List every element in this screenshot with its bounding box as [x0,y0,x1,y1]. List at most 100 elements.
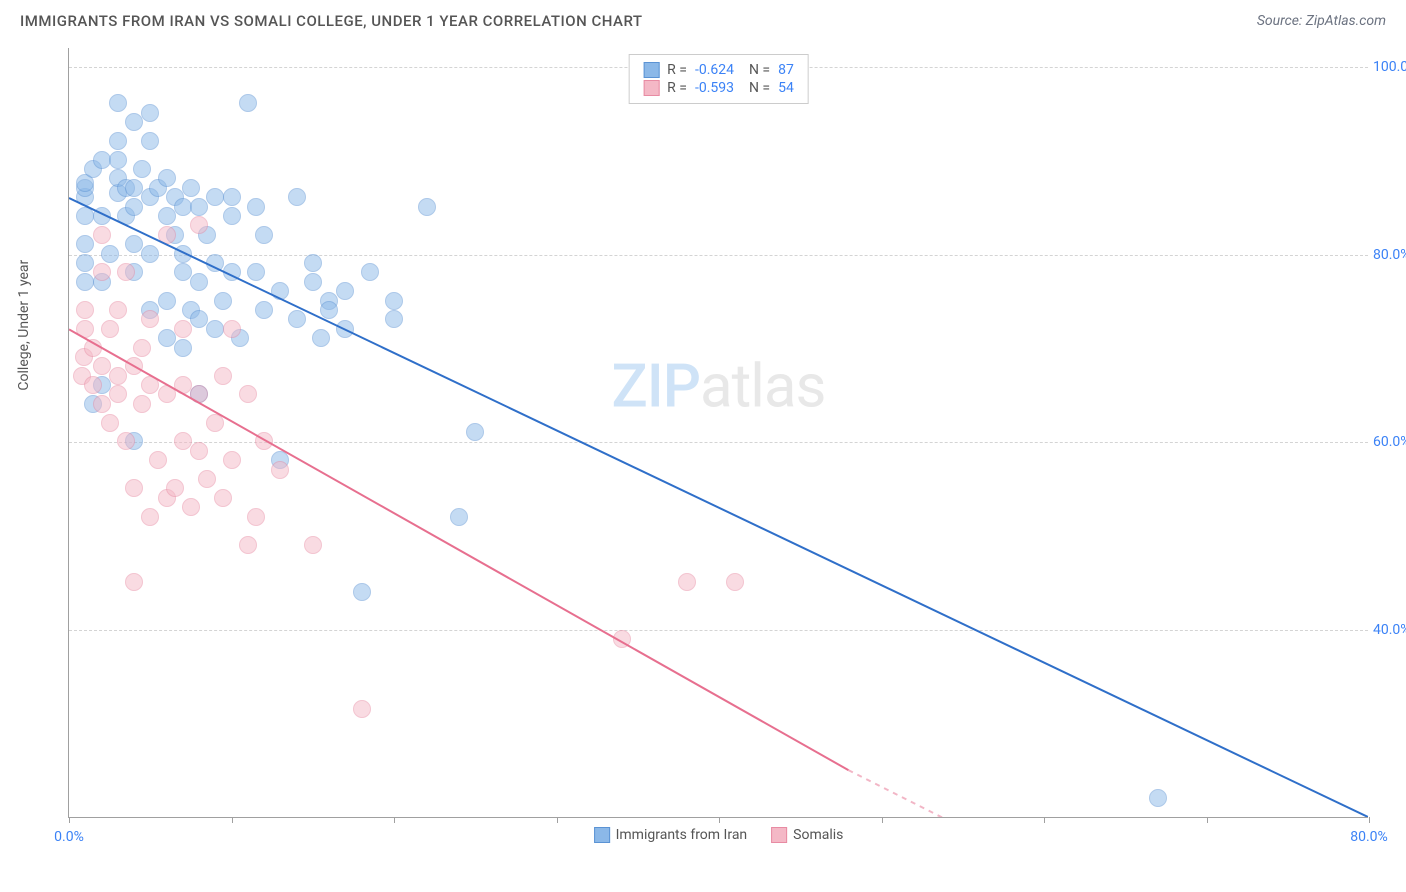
scatter-point [109,385,127,403]
scatter-point [304,536,322,554]
scatter-point [198,470,216,488]
scatter-point [190,216,208,234]
scatter-point [190,310,208,328]
legend-stats-box: R = -0.624 N = 87 R = -0.593 N = 54 [628,54,809,104]
scatter-point [678,573,696,591]
legend-swatch-iran [643,62,659,78]
scatter-point [247,508,265,526]
scatter-point [109,132,127,150]
scatter-point [271,461,289,479]
scatter-point [141,376,159,394]
scatter-point [206,414,224,432]
x-tick [719,817,720,823]
x-tick [232,817,233,823]
source-attribution: Source: ZipAtlas.com [1257,13,1386,29]
x-tick [882,817,883,823]
scatter-point [117,432,135,450]
scatter-point [76,320,94,338]
scatter-point [141,245,159,263]
scatter-point [117,263,135,281]
scatter-point [214,489,232,507]
scatter-point [93,395,111,413]
scatter-point [223,451,241,469]
scatter-point [312,329,330,347]
scatter-point [76,301,94,319]
scatter-point [133,339,151,357]
scatter-point [182,498,200,516]
scatter-point [174,245,192,263]
scatter-point [158,169,176,187]
scatter-point [158,292,176,310]
scatter-point [125,179,143,197]
scatter-point [93,263,111,281]
scatter-point [141,310,159,328]
scatter-point [133,160,151,178]
scatter-point [174,320,192,338]
scatter-point [125,357,143,375]
scatter-point [125,113,143,131]
scatter-point [385,292,403,310]
scatter-point [255,301,273,319]
scatter-point [304,273,322,291]
scatter-point [361,263,379,281]
scatter-point [271,282,289,300]
x-tick [1207,817,1208,823]
scatter-point [174,263,192,281]
scatter-point [304,254,322,272]
scatter-point [101,320,119,338]
scatter-point [158,329,176,347]
chart-container: College, Under 1 year ZIPatlas R = -0.62… [50,48,1386,848]
legend-bottom: Immigrants from Iran Somalis [594,827,844,843]
scatter-point [239,94,257,112]
scatter-point [141,508,159,526]
scatter-point [190,273,208,291]
scatter-point [158,226,176,244]
x-tick [1369,817,1370,823]
scatter-point [466,423,484,441]
scatter-point [255,226,273,244]
legend-stats-row: R = -0.624 N = 87 [643,61,794,79]
scatter-point [336,320,354,338]
scatter-point [174,432,192,450]
y-tick-label: 40.0% [1373,622,1406,638]
scatter-point [76,235,94,253]
scatter-point [182,179,200,197]
y-tick-label: 80.0% [1373,247,1406,263]
scatter-point [174,339,192,357]
scatter-point [190,198,208,216]
gridline [69,630,1368,631]
scatter-point [288,310,306,328]
scatter-point [125,198,143,216]
legend-swatch-icon [594,827,610,843]
scatter-point [190,442,208,460]
x-tick [394,817,395,823]
scatter-point [247,198,265,216]
scatter-point [418,198,436,216]
scatter-point [223,188,241,206]
scatter-point [214,292,232,310]
scatter-point [247,263,265,281]
x-tick-label: 0.0% [54,829,84,845]
scatter-point [109,301,127,319]
scatter-point [76,254,94,272]
scatter-point [353,700,371,718]
scatter-point [84,339,102,357]
scatter-point [125,573,143,591]
scatter-point [353,583,371,601]
y-tick-label: 60.0% [1373,434,1406,450]
scatter-point [385,310,403,328]
scatter-point [125,235,143,253]
scatter-point [223,263,241,281]
scatter-point [1149,789,1167,807]
scatter-point [101,414,119,432]
legend-item-iran: Immigrants from Iran [594,827,748,843]
scatter-point [223,207,241,225]
x-tick [557,817,558,823]
scatter-point [149,451,167,469]
scatter-point [613,630,631,648]
scatter-point [125,479,143,497]
scatter-point [158,207,176,225]
scatter-point [320,301,338,319]
scatter-point [141,104,159,122]
y-axis-label: College, Under 1 year [16,260,32,391]
